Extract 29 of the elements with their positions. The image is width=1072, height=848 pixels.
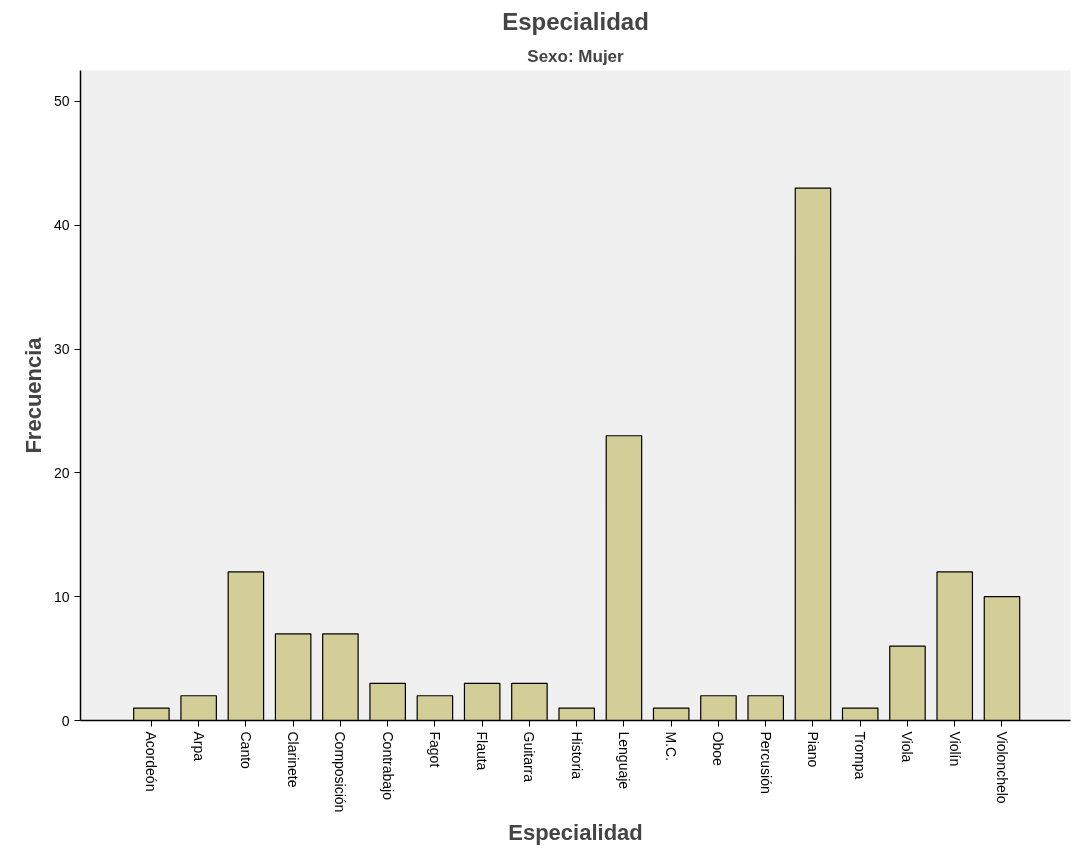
x-tick-label: Trompa <box>852 731 869 780</box>
y-tick-label: 40 <box>53 217 70 234</box>
x-tick-label: Guitarra <box>521 731 538 783</box>
x-tick-label: Percusión <box>757 731 774 794</box>
x-axis-title: Especialidad <box>508 820 643 846</box>
x-tick-label: Arpa <box>190 731 207 762</box>
x-tick-label: Violonchelo <box>993 731 1010 804</box>
x-tick-label: Fagot <box>426 731 443 768</box>
y-tick-label: 10 <box>53 588 70 605</box>
y-axis-title: Frecuencia <box>20 336 46 454</box>
x-tick-label: Canto <box>237 731 254 770</box>
x-tick-label: Lenguaje <box>615 731 632 790</box>
y-tick-label: 50 <box>53 93 70 110</box>
x-tick-label: Piano <box>804 731 821 768</box>
x-tick-label: Historia <box>568 731 585 780</box>
y-tick-label: 30 <box>53 341 70 358</box>
x-tick-label: M.C. <box>663 731 680 762</box>
chart-subtitle: Sexo: Mujer <box>527 46 625 66</box>
y-tick-label: 20 <box>53 464 70 481</box>
x-tick-label: Violín <box>946 731 963 767</box>
x-tick-label: Acordeón <box>143 731 160 792</box>
chart-title: Especialidad <box>502 7 649 35</box>
x-tick-label: Clarinete <box>285 731 302 788</box>
x-tick-label: Oboe <box>710 731 727 766</box>
x-tick-label: Composición <box>332 731 349 813</box>
y-tick-label: 0 <box>61 712 70 729</box>
x-tick-label: Viola <box>899 731 916 763</box>
x-tick-label: Flauta <box>474 731 491 771</box>
x-tick-label: Contrabajo <box>379 731 396 801</box>
